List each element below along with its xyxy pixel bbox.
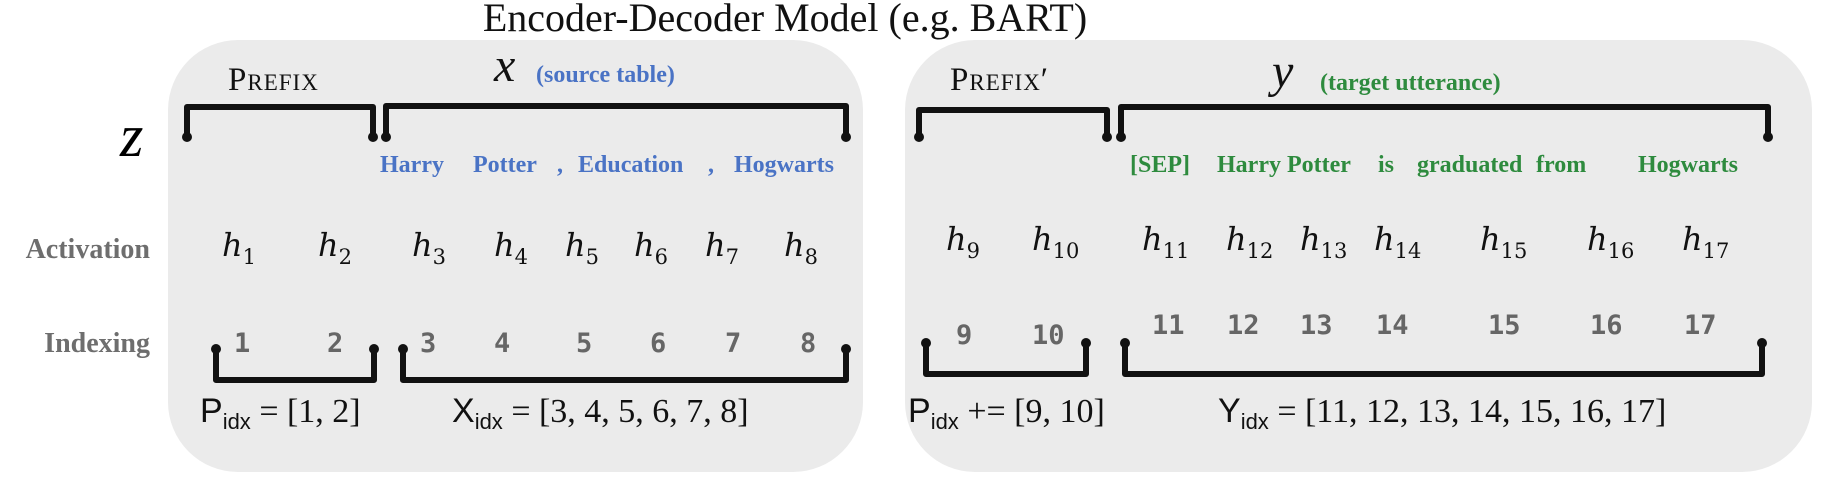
activation-h17: h17 bbox=[1682, 220, 1730, 263]
z-label: z bbox=[120, 103, 144, 169]
target-token: is bbox=[1378, 152, 1395, 178]
activation-h1: h1 bbox=[222, 226, 256, 269]
source-token: Education bbox=[578, 152, 684, 178]
encoder-x-label: x bbox=[494, 39, 516, 92]
index-5: 5 bbox=[576, 328, 593, 359]
target-token: [SEP] bbox=[1130, 152, 1190, 178]
activation-h5: h5 bbox=[565, 226, 599, 269]
prefix2-bottom-bracket bbox=[923, 340, 1089, 377]
x-bottom-bracket bbox=[400, 346, 849, 383]
y-top-bracket bbox=[1118, 104, 1771, 140]
diagram-title: Encoder-Decoder Model (e.g. BART) bbox=[482, 0, 1088, 40]
prefix-top-bracket bbox=[184, 104, 376, 140]
index-15: 15 bbox=[1488, 310, 1521, 341]
source-token: , bbox=[708, 152, 714, 178]
activation-h3: h3 bbox=[412, 226, 446, 269]
source-index-formula: Xidx = [3, 4, 5, 6, 7, 8] bbox=[452, 392, 749, 434]
index-16: 16 bbox=[1590, 310, 1623, 341]
target-token: Potter bbox=[1287, 152, 1351, 178]
index-14: 14 bbox=[1376, 310, 1409, 341]
target-token: graduated bbox=[1417, 152, 1523, 178]
activation-h8: h8 bbox=[784, 226, 818, 269]
decoder-y-caption: (target utterance) bbox=[1320, 70, 1501, 96]
activation-h6: h6 bbox=[634, 226, 668, 269]
index-3: 3 bbox=[420, 328, 437, 359]
prefix2-top-bracket bbox=[916, 107, 1110, 140]
row-label-indexing: Indexing bbox=[44, 328, 150, 359]
activation-h10: h10 bbox=[1032, 220, 1080, 263]
activation-h2: h2 bbox=[318, 226, 352, 269]
activation-h12: h12 bbox=[1226, 220, 1274, 263]
index-6: 6 bbox=[650, 328, 667, 359]
encoder-panel bbox=[168, 40, 863, 472]
activation-h4: h4 bbox=[494, 226, 528, 269]
activation-h15: h15 bbox=[1480, 220, 1528, 263]
index-7: 7 bbox=[725, 328, 742, 359]
index-1: 1 bbox=[234, 328, 251, 359]
source-token: Potter bbox=[473, 152, 537, 178]
index-13: 13 bbox=[1300, 310, 1333, 341]
target-token: from bbox=[1536, 152, 1587, 178]
row-label-activation: Activation bbox=[25, 234, 150, 265]
encoder-prefix-label: Prefix bbox=[228, 62, 319, 98]
prefix-bottom-bracket bbox=[213, 346, 377, 383]
source-token: Harry bbox=[380, 152, 444, 178]
prefix-index-formula: Pidx = [1, 2] bbox=[200, 392, 361, 434]
index-12: 12 bbox=[1227, 310, 1260, 341]
activation-h11: h11 bbox=[1142, 220, 1190, 263]
encoder-x-caption: (source table) bbox=[536, 62, 675, 88]
index-4: 4 bbox=[494, 328, 511, 359]
activation-h13: h13 bbox=[1300, 220, 1348, 263]
target-token: Harry bbox=[1217, 152, 1281, 178]
target-token: Hogwarts bbox=[1638, 152, 1738, 178]
y-bottom-bracket bbox=[1122, 340, 1765, 377]
index-17: 17 bbox=[1684, 310, 1717, 341]
prefix-append-formula: Pidx += [9, 10] bbox=[908, 392, 1105, 434]
index-8: 8 bbox=[800, 328, 817, 359]
decoder-prefix-label: Prefix′ bbox=[950, 62, 1050, 98]
activation-h9: h9 bbox=[946, 220, 980, 263]
index-11: 11 bbox=[1152, 310, 1185, 341]
x-top-bracket bbox=[383, 103, 849, 140]
source-token: , bbox=[557, 152, 563, 178]
index-9: 9 bbox=[956, 320, 973, 351]
decoder-y-label: y bbox=[1272, 45, 1294, 98]
target-index-formula: Yidx = [11, 12, 13, 14, 15, 16, 17] bbox=[1218, 392, 1667, 434]
activation-h7: h7 bbox=[705, 226, 739, 269]
source-token: Hogwarts bbox=[734, 152, 834, 178]
index-2: 2 bbox=[327, 328, 344, 359]
index-10: 10 bbox=[1032, 320, 1065, 351]
activation-h14: h14 bbox=[1374, 220, 1422, 263]
activation-h16: h16 bbox=[1587, 220, 1635, 263]
